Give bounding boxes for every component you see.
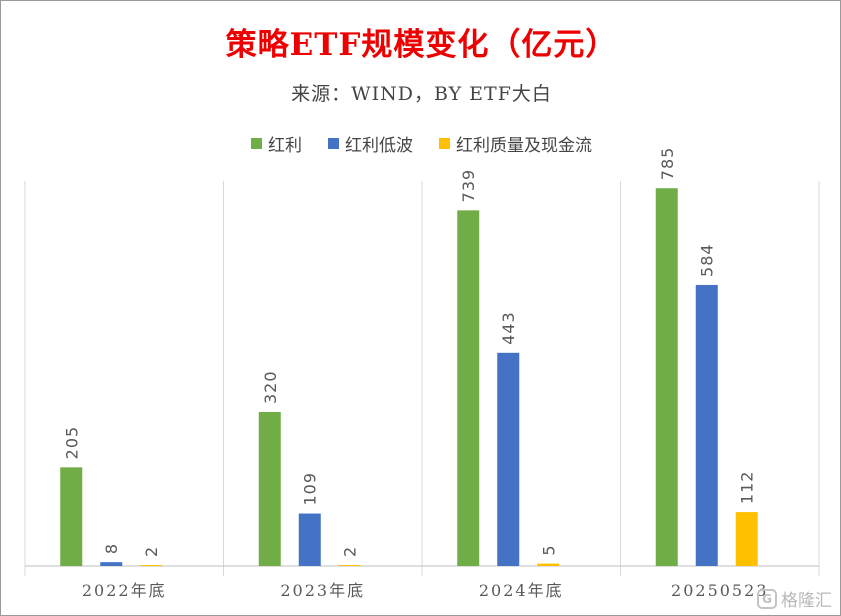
legend-item: 红利低波 bbox=[328, 131, 413, 156]
legend-item: 红利质量及现金流 bbox=[439, 131, 592, 156]
data-label: 205 bbox=[62, 426, 81, 460]
watermark-text: 格隆汇 bbox=[781, 591, 832, 611]
bar bbox=[60, 467, 83, 566]
legend-swatch bbox=[328, 138, 339, 149]
legend-swatch bbox=[251, 138, 262, 149]
legend-label: 红利低波 bbox=[345, 136, 413, 156]
bar bbox=[695, 284, 718, 566]
legend-item: 红利 bbox=[251, 131, 302, 156]
data-label: 112 bbox=[738, 471, 757, 505]
bar bbox=[497, 352, 520, 566]
data-label: 109 bbox=[301, 472, 320, 506]
data-label: 584 bbox=[698, 243, 717, 277]
x-tick-label: 20250523 bbox=[671, 581, 768, 600]
chart-legend: 红利 红利低波 红利质量及现金流 bbox=[1, 131, 840, 156]
bar bbox=[537, 563, 560, 566]
x-tick-label: 2023年底 bbox=[280, 581, 365, 600]
data-label: 739 bbox=[459, 169, 478, 203]
bar bbox=[338, 565, 361, 566]
data-label: 5 bbox=[539, 544, 558, 555]
chart-title: 策略ETF规模变化（亿元） bbox=[225, 27, 618, 63]
bar bbox=[735, 512, 758, 566]
bar bbox=[258, 412, 281, 566]
bar bbox=[457, 210, 480, 566]
x-tick-label: 2022年底 bbox=[82, 581, 167, 600]
watermark-logo-icon: G bbox=[757, 588, 777, 609]
bar bbox=[140, 565, 163, 566]
bar bbox=[298, 513, 321, 566]
watermark: G 格隆汇 bbox=[757, 586, 832, 611]
data-label: 320 bbox=[261, 370, 280, 404]
legend-label: 红利 bbox=[268, 136, 302, 156]
data-label: 785 bbox=[658, 147, 677, 181]
chart-subtitle: 来源：WIND，BY ETF大白 bbox=[291, 83, 552, 105]
data-label: 2 bbox=[142, 546, 161, 557]
legend-swatch bbox=[439, 138, 450, 149]
x-tick-label: 2024年底 bbox=[479, 581, 564, 600]
bar bbox=[100, 562, 123, 566]
legend-label: 红利质量及现金流 bbox=[456, 136, 592, 156]
data-label: 2 bbox=[341, 546, 360, 557]
bar bbox=[655, 188, 678, 566]
data-label: 8 bbox=[102, 543, 121, 554]
data-label: 443 bbox=[499, 311, 518, 345]
